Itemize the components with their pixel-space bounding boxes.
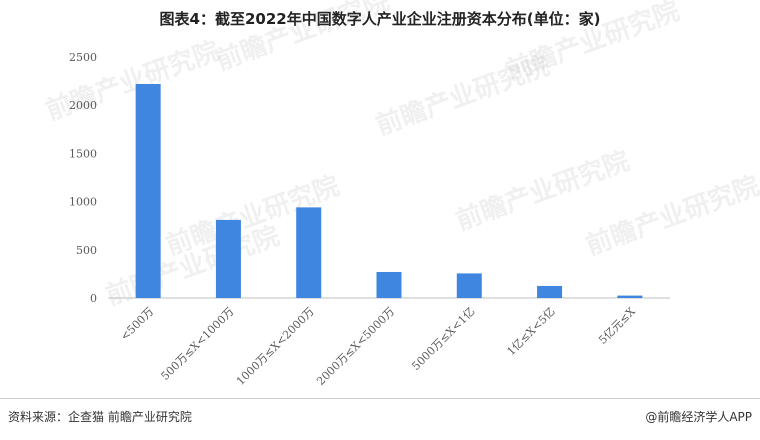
bar — [376, 271, 402, 298]
bar — [135, 83, 161, 298]
y-tick-label: 0 — [90, 292, 97, 305]
footer-divider — [0, 398, 760, 399]
y-tick-label: 1000 — [69, 196, 97, 209]
source-note: 资料来源：企查猫 前瞻产业研究院 — [8, 410, 192, 424]
watermark-text: 前瞻产业研究院 — [42, 35, 224, 126]
x-tick-label: 1亿≤X<5亿 — [504, 305, 557, 358]
footer: 资料来源：企查猫 前瞻产业研究院 @前瞻经济学人APP — [8, 406, 752, 428]
x-tick-label: 2000万≤X<5000万 — [314, 305, 397, 388]
y-tick-label: 2500 — [69, 51, 97, 64]
y-tick-label: 2000 — [69, 99, 97, 112]
x-tick-label: <500万 — [118, 305, 156, 343]
y-tick-label: 500 — [76, 244, 97, 257]
x-axis-labels: <500万 500万≤X<1000万1000万≤X<2000万2000万≤X<50… — [118, 305, 638, 388]
bar — [456, 273, 482, 298]
x-tick-label: 500万≤X<1000万 — [159, 305, 237, 383]
bar — [617, 295, 643, 298]
brand-credit: @前瞻经济学人APP — [645, 410, 752, 424]
x-tick-label: 5000万≤X<1亿 — [409, 305, 477, 373]
watermark-text: 前瞻产业研究院 — [452, 145, 634, 236]
chart-title: 图表4：截至2022年中国数字人产业企业注册资本分布(单位：家) — [159, 10, 601, 28]
watermark-text: 前瞻产业研究院 — [582, 170, 760, 261]
bars — [135, 83, 643, 298]
bar — [215, 219, 241, 298]
x-tick-label: 5亿元≤X — [596, 305, 638, 347]
watermark-text: 前瞻产业研究院 — [502, 0, 684, 87]
bar — [537, 285, 563, 298]
y-tick-label: 1500 — [69, 147, 97, 160]
x-tick-label: 1000万≤X<2000万 — [234, 305, 317, 388]
bar-chart: 前瞻产业研究院 前瞻产业研究院前瞻产业研究院前瞻产业研究院前瞻产业研究院前瞻产业研… — [42, 0, 760, 388]
watermark-text: 前瞻产业研究院 — [212, 0, 394, 77]
bar — [296, 207, 322, 298]
